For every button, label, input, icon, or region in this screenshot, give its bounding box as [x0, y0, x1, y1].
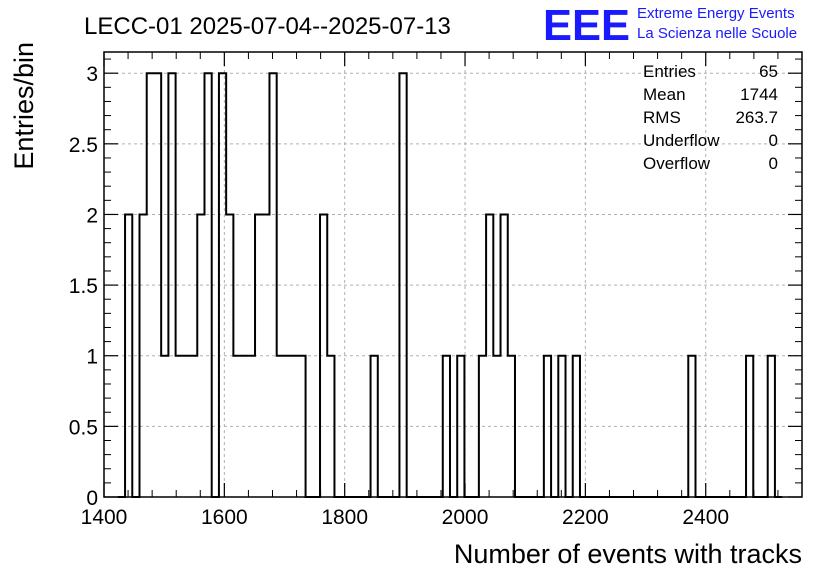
y-tick-label: 1	[86, 346, 98, 369]
stats-value: 65	[759, 62, 778, 81]
axis-ticks	[103, 52, 803, 498]
x-tick-label: 2400	[682, 506, 729, 529]
stats-label: Entries	[643, 62, 696, 81]
eee-logo-letters: EEE	[543, 1, 630, 50]
eee-logo-line1: Extreme Energy Events	[637, 5, 795, 22]
stats-label: Overflow	[643, 154, 711, 173]
x-tick-label: 1400	[81, 506, 128, 529]
stats-value: 0	[769, 131, 778, 150]
x-axis-title: Number of events with tracks	[454, 539, 802, 569]
y-tick-label: 0	[86, 487, 98, 510]
chart-title: LECC-01 2025-07-04--2025-07-13	[84, 13, 451, 40]
y-tick-label: 2	[86, 204, 98, 227]
y-tick-label: 2.5	[69, 134, 98, 157]
eee-logo-line2: La Scienza nelle Scuole	[637, 25, 797, 42]
y-axis-title: Entries/bin	[9, 42, 39, 170]
y-tick-labels: 0 0.5 1 1.5 2 2.5 3	[69, 63, 98, 510]
stats-value: 1744	[740, 85, 778, 104]
y-tick-label: 1.5	[69, 275, 98, 298]
stats-label: Underflow	[643, 131, 720, 150]
y-tick-label: 3	[86, 63, 98, 86]
eee-logo: EEE Extreme Energy Events La Scienza nel…	[543, 1, 797, 50]
stats-label: Mean	[643, 85, 686, 104]
x-tick-label: 2000	[442, 506, 489, 529]
stats-value: 0	[769, 154, 778, 173]
stats-box: Entries 65 Mean 1744 RMS 263.7 Underflow 0 Overf…	[643, 62, 778, 173]
y-tick-label: 0.5	[69, 416, 98, 439]
stats-label: RMS	[643, 108, 681, 127]
x-tick-label: 1600	[201, 506, 248, 529]
stats-value: 263.7	[735, 108, 778, 127]
x-tick-labels: 1400 1600 1800 2000 2200 2400	[81, 506, 729, 529]
x-tick-label: 1800	[321, 506, 368, 529]
plot-frame	[103, 51, 803, 498]
x-tick-label: 2200	[562, 506, 609, 529]
